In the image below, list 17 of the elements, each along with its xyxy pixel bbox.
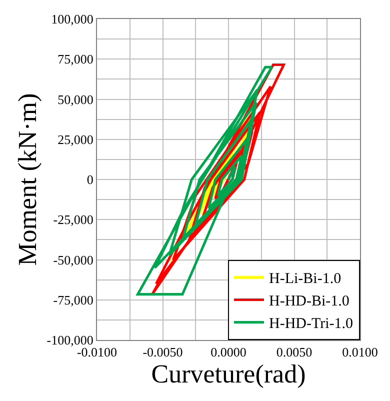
x-tick-label: 0.0100 [342,344,378,360]
y-tick-label: -25,000 [53,212,94,228]
y-tick-label: 25,000 [58,132,94,147]
x-axis-title: Curveture(rad) [151,360,306,389]
y-tick-label: 0 [86,172,94,188]
x-tick-label: 0.0050 [276,344,312,360]
y-tick-label: -50,000 [53,252,94,268]
y-tick-label: -75,000 [53,292,94,308]
legend-label: H-HD-Tri-1.0 [269,316,354,332]
legend-label: H-HD-Bi-1.0 [269,294,350,310]
legend-label: H-Li-Bi-1.0 [269,271,342,288]
y-tick-label: 75,000 [58,52,94,67]
x-tick-label: 0.0000 [210,344,246,360]
y-tick-label: 50,000 [58,92,94,107]
y-axis-title: Moment (kN·m) [13,93,42,266]
y-tick-label: 100,000 [51,12,94,27]
x-tick-label: -0.0050 [142,344,183,360]
